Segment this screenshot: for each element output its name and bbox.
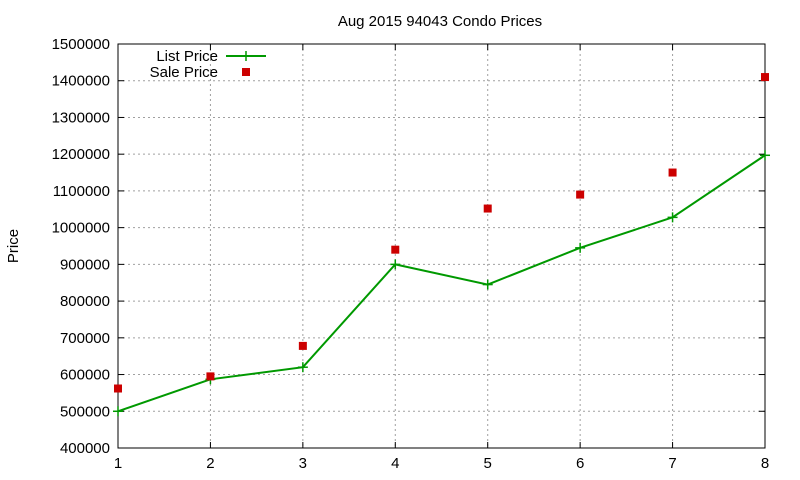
- y-tick-label: 1300000: [52, 109, 110, 126]
- series-1: [114, 73, 769, 393]
- sale-price-point: [483, 204, 492, 213]
- series-0: [113, 150, 770, 417]
- sale-price-point: [114, 384, 122, 393]
- chart-title: Aug 2015 94043 Condo Prices: [338, 13, 542, 30]
- y-tick-label: 500000: [60, 403, 110, 420]
- x-tick-label: 8: [761, 455, 769, 472]
- y-tick-label: 900000: [60, 256, 110, 273]
- list-price-point: [482, 279, 493, 290]
- y-tick-label: 1400000: [52, 73, 110, 90]
- x-tick-label: 3: [299, 455, 307, 472]
- y-tick-label: 400000: [60, 440, 110, 457]
- list-price-point: [113, 406, 123, 417]
- y-tick-label: 1000000: [52, 220, 110, 237]
- y-tick-label: 1500000: [52, 36, 110, 53]
- y-tick-label: 1200000: [52, 146, 110, 163]
- sale-price-point: [206, 372, 215, 381]
- sale-price-point: [576, 190, 585, 199]
- legend-label: List Price: [156, 48, 218, 65]
- x-tick-label: 2: [206, 455, 214, 472]
- legend-label: Sale Price: [150, 64, 218, 81]
- list-price-point: [760, 150, 770, 161]
- list-price-point: [667, 212, 678, 223]
- list-price-point: [390, 259, 401, 270]
- plot-series: [113, 73, 770, 417]
- legend-marker: [241, 51, 251, 61]
- y-tick-label: 700000: [60, 330, 110, 347]
- sale-price-point: [761, 73, 769, 82]
- list-price-point: [297, 362, 308, 373]
- legend-entry-0: List Price: [156, 48, 266, 65]
- sale-price-point: [668, 168, 677, 177]
- list-price-line: [117, 154, 766, 413]
- x-tick-label: 5: [484, 455, 492, 472]
- y-axis-label: Price: [5, 229, 22, 263]
- y-tick-label: 600000: [60, 367, 110, 384]
- y-axis: 400000 500000 600000 700000 800000 900000 1000…: [52, 36, 765, 457]
- sale-price-point: [298, 341, 307, 350]
- x-tick-label: 1: [114, 455, 122, 472]
- y-tick-label: 1100000: [53, 183, 110, 200]
- legend-entry-1: Sale Price: [150, 64, 250, 81]
- legend-marker: [242, 68, 250, 76]
- x-tick-label: 4: [391, 455, 399, 472]
- list-price-point: [575, 242, 586, 253]
- grid: [118, 44, 765, 448]
- plot-area-border: [117, 43, 766, 449]
- x-tick-label: 7: [668, 455, 676, 472]
- x-tick-label: 6: [576, 455, 584, 472]
- y-tick-label: 800000: [60, 293, 110, 310]
- x-axis: 1 2 3 4 5 6 7 8: [114, 44, 769, 472]
- sale-price-point: [391, 245, 400, 254]
